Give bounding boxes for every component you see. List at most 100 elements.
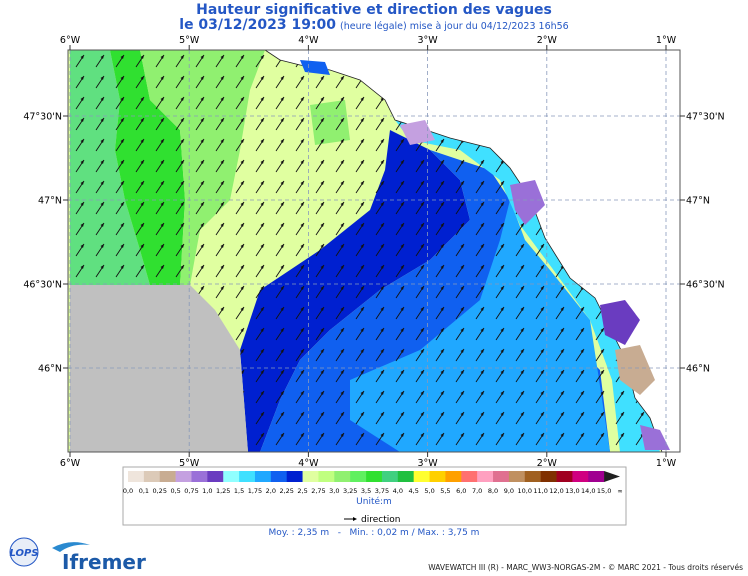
title: Hauteur significative et direction des v… xyxy=(196,2,552,18)
legend-label: 2,25 xyxy=(279,487,293,495)
legend-swatch xyxy=(556,471,573,482)
lat-label: 46°N xyxy=(38,364,62,375)
legend-label: 3,25 xyxy=(343,487,357,495)
legend-swatch xyxy=(254,471,272,482)
legend-swatch xyxy=(572,471,589,482)
lat-label: 46°N xyxy=(686,364,710,375)
lon-label: 1°W xyxy=(656,35,677,46)
legend-swatch xyxy=(159,471,176,482)
lon-label: 3°W xyxy=(418,35,439,46)
legend-label: 1,25 xyxy=(216,487,230,495)
lat-label: 47°30'N xyxy=(23,112,62,123)
lops-text: LOPS xyxy=(9,548,38,559)
lat-label: 47°N xyxy=(686,196,710,207)
subtitle: le 03/12/2023 19:00 (heure légale) mise à… xyxy=(179,17,568,33)
legend-swatch xyxy=(493,471,510,482)
legend-swatch xyxy=(143,471,161,482)
legend-unit: Unité:m xyxy=(356,496,392,507)
legend-label: 3,75 xyxy=(375,487,389,495)
lon-label: 4°W xyxy=(298,458,319,469)
legend-swatch xyxy=(413,471,430,482)
legend-label: 4,0 xyxy=(393,487,403,495)
legend-label: 2,5 xyxy=(297,487,307,495)
mask xyxy=(70,285,248,452)
legend-swatch xyxy=(604,471,620,482)
legend-swatch xyxy=(366,471,383,482)
legend-swatch xyxy=(207,471,224,482)
legend-label: 3,5 xyxy=(361,487,371,495)
legend-label: 7,0 xyxy=(472,487,482,495)
coast-zone xyxy=(640,425,670,450)
legend-label: 1,0 xyxy=(202,487,212,495)
legend-swatch xyxy=(223,471,240,482)
ifremer-wave xyxy=(52,542,90,552)
update: (heure légale) mise à jour du 04/12/2023… xyxy=(340,21,569,32)
lon-label: 5°W xyxy=(179,35,200,46)
lon-label: 6°W xyxy=(60,35,81,46)
legend-swatch xyxy=(477,471,494,482)
legend-label: 0,75 xyxy=(184,487,198,495)
coast-zone xyxy=(400,120,435,145)
coast-zone xyxy=(300,60,330,75)
lon-label: 4°W xyxy=(298,35,319,46)
legend-swatch xyxy=(239,471,256,482)
legend-swatch xyxy=(286,471,303,482)
legend-label: 13,0 xyxy=(565,487,579,495)
legend-swatch xyxy=(350,471,367,482)
legend-label: 5,5 xyxy=(440,487,450,495)
legend-label: ∞ xyxy=(617,487,622,495)
legend-swatch xyxy=(524,471,541,482)
footer: WAVEWATCH III (R) - MARC_WW3-NORGAS-2M -… xyxy=(428,563,743,572)
legend-label: 3,0 xyxy=(329,487,339,495)
legend-label: 2,75 xyxy=(311,487,325,495)
legend-label: 4,5 xyxy=(409,487,419,495)
legend-swatch xyxy=(270,471,288,482)
legend-label: 14,0 xyxy=(581,487,595,495)
legend-swatch xyxy=(508,471,526,482)
lops-logo xyxy=(9,537,39,567)
legend-label: 12,0 xyxy=(549,487,563,495)
legend-swatch xyxy=(302,471,319,482)
legend-direction: direction xyxy=(361,515,400,525)
legend-swatch xyxy=(318,471,335,482)
legend-label: 9,0 xyxy=(504,487,514,495)
legend-label: 8,0 xyxy=(488,487,498,495)
legend-label: 10,0 xyxy=(518,487,532,495)
legend-swatch xyxy=(334,471,351,482)
lon-label: 2°W xyxy=(537,458,558,469)
legend-swatch xyxy=(175,471,192,482)
map: 6°W 6°W 5°W 5°W 4°W 4°W 3°W 3°W 2°W 2°W 1°W 1°W 47°3… xyxy=(23,35,724,469)
legend-label: 1,75 xyxy=(248,487,262,495)
legend-label: 2,0 xyxy=(266,487,276,495)
lat-label: 46°30'N xyxy=(23,280,62,291)
lon-label: 3°W xyxy=(418,458,439,469)
coast-zone xyxy=(615,345,655,395)
stats: Moy. : 2,35 m - Min. : 0,02 m / Max. : 3… xyxy=(269,528,480,538)
legend-swatch xyxy=(381,471,399,482)
lon-label: 6°W xyxy=(60,458,81,469)
legend-swatch xyxy=(191,471,208,482)
legend-label: 6,0 xyxy=(456,487,466,495)
legend-swatch xyxy=(588,471,605,482)
legend-swatch xyxy=(540,471,557,482)
legend-swatch xyxy=(128,471,145,482)
legend-swatch xyxy=(445,471,462,482)
lon-label: 1°W xyxy=(656,458,677,469)
legend-swatch xyxy=(429,471,446,482)
legend-label: 0,5 xyxy=(170,487,180,495)
legend-swatch xyxy=(397,471,414,482)
legend-label: 0,0 xyxy=(123,487,133,495)
lat-label: 47°30'N xyxy=(686,112,725,123)
legend-label: 0,1 xyxy=(139,487,149,495)
coast-zone xyxy=(510,180,545,225)
map-frame xyxy=(67,49,681,453)
legend-swatch xyxy=(461,471,478,482)
legend-label: 15,0 xyxy=(597,487,611,495)
lat-label: 47°N xyxy=(38,196,62,207)
date: le 03/12/2023 19:00 xyxy=(179,17,336,33)
lon-label: 5°W xyxy=(179,458,200,469)
coast-zone xyxy=(600,300,640,345)
legend-label: 5,0 xyxy=(424,487,434,495)
legend-label: 1,5 xyxy=(234,487,244,495)
